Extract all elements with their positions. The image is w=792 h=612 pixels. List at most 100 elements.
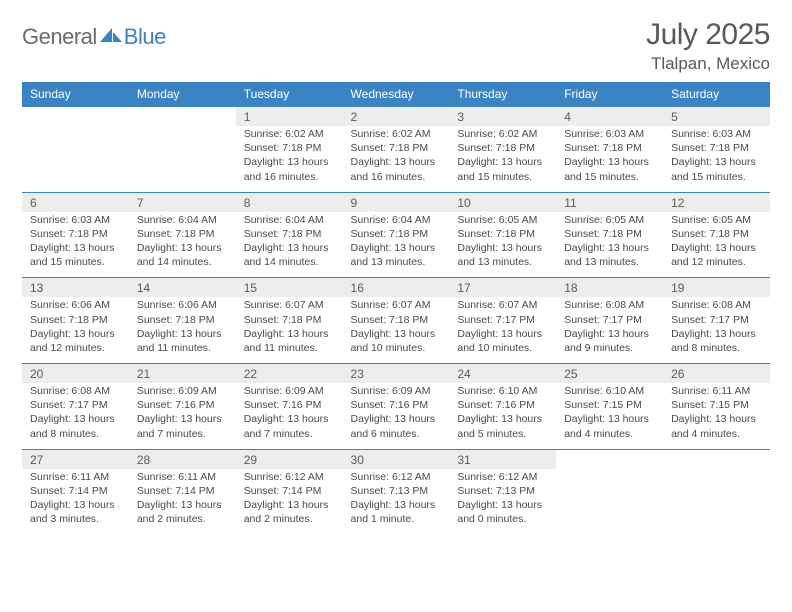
day-number-cell: 18: [556, 278, 663, 298]
day-details: Sunrise: 6:09 AMSunset: 7:16 PMDaylight:…: [137, 384, 228, 441]
day-details: Sunrise: 6:04 AMSunset: 7:18 PMDaylight:…: [137, 213, 228, 270]
day-number: 1: [244, 110, 251, 124]
daylight-line: Daylight: 13 hours and 12 minutes.: [671, 242, 756, 268]
sunrise-line: Sunrise: 6:12 AM: [244, 471, 324, 483]
sunrise-line: Sunrise: 6:02 AM: [351, 128, 431, 140]
day-number-cell: [663, 449, 770, 469]
logo-sail-icon: [100, 26, 122, 42]
weekday-header: Monday: [129, 82, 236, 107]
day-content-cell: Sunrise: 6:06 AMSunset: 7:18 PMDaylight:…: [22, 297, 129, 363]
day-number: 16: [351, 281, 364, 295]
sunset-line: Sunset: 7:18 PM: [351, 228, 429, 240]
day-number: 20: [30, 367, 43, 381]
day-content-cell: Sunrise: 6:02 AMSunset: 7:18 PMDaylight:…: [343, 126, 450, 192]
day-number-cell: 29: [236, 449, 343, 469]
day-content-cell: Sunrise: 6:03 AMSunset: 7:18 PMDaylight:…: [663, 126, 770, 192]
day-details: Sunrise: 6:11 AMSunset: 7:15 PMDaylight:…: [671, 384, 762, 441]
sunrise-line: Sunrise: 6:07 AM: [457, 299, 537, 311]
day-number-cell: 20: [22, 364, 129, 384]
day-number-cell: 4: [556, 107, 663, 127]
day-details: Sunrise: 6:08 AMSunset: 7:17 PMDaylight:…: [30, 384, 121, 441]
sunrise-line: Sunrise: 6:09 AM: [244, 385, 324, 397]
weekday-header-row: Sunday Monday Tuesday Wednesday Thursday…: [22, 82, 770, 107]
daylight-line: Daylight: 13 hours and 10 minutes.: [457, 328, 542, 354]
day-details: Sunrise: 6:12 AMSunset: 7:14 PMDaylight:…: [244, 470, 335, 527]
day-number: 25: [564, 367, 577, 381]
day-content-cell: Sunrise: 6:07 AMSunset: 7:18 PMDaylight:…: [343, 297, 450, 363]
daylight-line: Daylight: 13 hours and 2 minutes.: [137, 499, 222, 525]
day-number-cell: 10: [449, 192, 556, 212]
day-content-cell: Sunrise: 6:08 AMSunset: 7:17 PMDaylight:…: [663, 297, 770, 363]
sunrise-line: Sunrise: 6:04 AM: [244, 214, 324, 226]
daylight-line: Daylight: 13 hours and 15 minutes.: [457, 156, 542, 182]
daylight-line: Daylight: 13 hours and 8 minutes.: [30, 413, 115, 439]
daynum-row: 6789101112: [22, 192, 770, 212]
daylight-line: Daylight: 13 hours and 7 minutes.: [137, 413, 222, 439]
daylight-line: Daylight: 13 hours and 3 minutes.: [30, 499, 115, 525]
day-number: 27: [30, 453, 43, 467]
day-number: 4: [564, 110, 571, 124]
weekday-header: Tuesday: [236, 82, 343, 107]
daylight-line: Daylight: 13 hours and 4 minutes.: [564, 413, 649, 439]
day-details: Sunrise: 6:11 AMSunset: 7:14 PMDaylight:…: [30, 470, 121, 527]
day-details: Sunrise: 6:07 AMSunset: 7:18 PMDaylight:…: [244, 298, 335, 355]
content-row: Sunrise: 6:11 AM Sunset: 7:14 PM Daylight:…: [22, 469, 770, 535]
day-number-cell: 26: [663, 364, 770, 384]
day-number: 7: [137, 196, 144, 210]
sunrise-line: Sunrise: 6:11 AM: [30, 471, 109, 483]
day-number-cell: 30: [343, 449, 450, 469]
daylight-line: Daylight: 13 hours and 5 minutes.: [457, 413, 542, 439]
day-number-cell: 2: [343, 107, 450, 127]
daylight-line: Daylight: 13 hours and 1 minute.: [351, 499, 436, 525]
daynum-row: 13141516171819: [22, 278, 770, 298]
day-content-cell: Sunrise: 6:08 AMSunset: 7:17 PMDaylight:…: [556, 297, 663, 363]
daynum-row: 12345: [22, 107, 770, 127]
daylight-line: Daylight: 13 hours and 12 minutes.: [30, 328, 115, 354]
daynum-row: 2728293031: [22, 449, 770, 469]
daylight-line: Daylight: 13 hours and 4 minutes.: [671, 413, 756, 439]
sunset-line: Sunset: 7:18 PM: [137, 228, 215, 240]
day-number: 8: [244, 196, 251, 210]
sunset-line: Sunset: 7:15 PM: [564, 399, 642, 411]
sunset-line: Sunset: 7:18 PM: [137, 314, 215, 326]
day-number: 22: [244, 367, 257, 381]
day-number-cell: 3: [449, 107, 556, 127]
day-details: Sunrise: 6:08 AMSunset: 7:17 PMDaylight:…: [564, 298, 655, 355]
sunset-line: Sunset: 7:16 PM: [244, 399, 322, 411]
day-content-cell: [129, 126, 236, 192]
day-number-cell: 16: [343, 278, 450, 298]
sunrise-line: Sunrise: 6:10 AM: [564, 385, 644, 397]
sunrise-line: Sunrise: 6:03 AM: [30, 214, 110, 226]
day-details: Sunrise: 6:09 AMSunset: 7:16 PMDaylight:…: [244, 384, 335, 441]
day-details: Sunrise: 6:07 AMSunset: 7:18 PMDaylight:…: [351, 298, 442, 355]
title-block: July 2025 Tlalpan, Mexico: [646, 18, 770, 74]
sunset-line: Sunset: 7:17 PM: [457, 314, 535, 326]
weekday-header: Saturday: [663, 82, 770, 107]
day-number: 6: [30, 196, 37, 210]
day-number-cell: 9: [343, 192, 450, 212]
day-details: Sunrise: 6:05 AMSunset: 7:18 PMDaylight:…: [671, 213, 762, 270]
day-details: Sunrise: 6:10 AM Sunset: 7:15 PM Daylight:…: [564, 384, 655, 441]
page-subtitle: Tlalpan, Mexico: [646, 54, 770, 74]
daylight-line: Daylight: 13 hours and 10 minutes.: [351, 328, 436, 354]
sunrise-line: Sunrise: 6:10 AM: [457, 385, 537, 397]
sunset-line: Sunset: 7:18 PM: [30, 314, 108, 326]
day-content-cell: Sunrise: 6:08 AMSunset: 7:17 PMDaylight:…: [22, 383, 129, 449]
day-content-cell: Sunrise: 6:04 AMSunset: 7:18 PMDaylight:…: [236, 212, 343, 278]
daylight-line: Daylight: 13 hours and 15 minutes.: [671, 156, 756, 182]
day-details: Sunrise: 6:09 AMSunset: 7:16 PMDaylight:…: [351, 384, 442, 441]
day-content-cell: Sunrise: 6:03 AMSunset: 7:18 PMDaylight:…: [22, 212, 129, 278]
day-number-cell: 13: [22, 278, 129, 298]
sunset-line: Sunset: 7:18 PM: [457, 142, 535, 154]
day-number: 10: [457, 196, 470, 210]
day-number-cell: 24: [449, 364, 556, 384]
sunset-line: Sunset: 7:14 PM: [244, 485, 322, 497]
day-content-cell: Sunrise: 6:02 AMSunset: 7:18 PMDaylight:…: [236, 126, 343, 192]
day-details: Sunrise: 6:12 AMSunset: 7:13 PMDaylight:…: [457, 470, 548, 527]
day-number-cell: 14: [129, 278, 236, 298]
day-number-cell: 8: [236, 192, 343, 212]
day-number: 15: [244, 281, 257, 295]
day-number-cell: 15: [236, 278, 343, 298]
day-content-cell: Sunrise: 6:10 AM Sunset: 7:15 PM Daylight:…: [556, 383, 663, 449]
day-number-cell: 25: [556, 364, 663, 384]
